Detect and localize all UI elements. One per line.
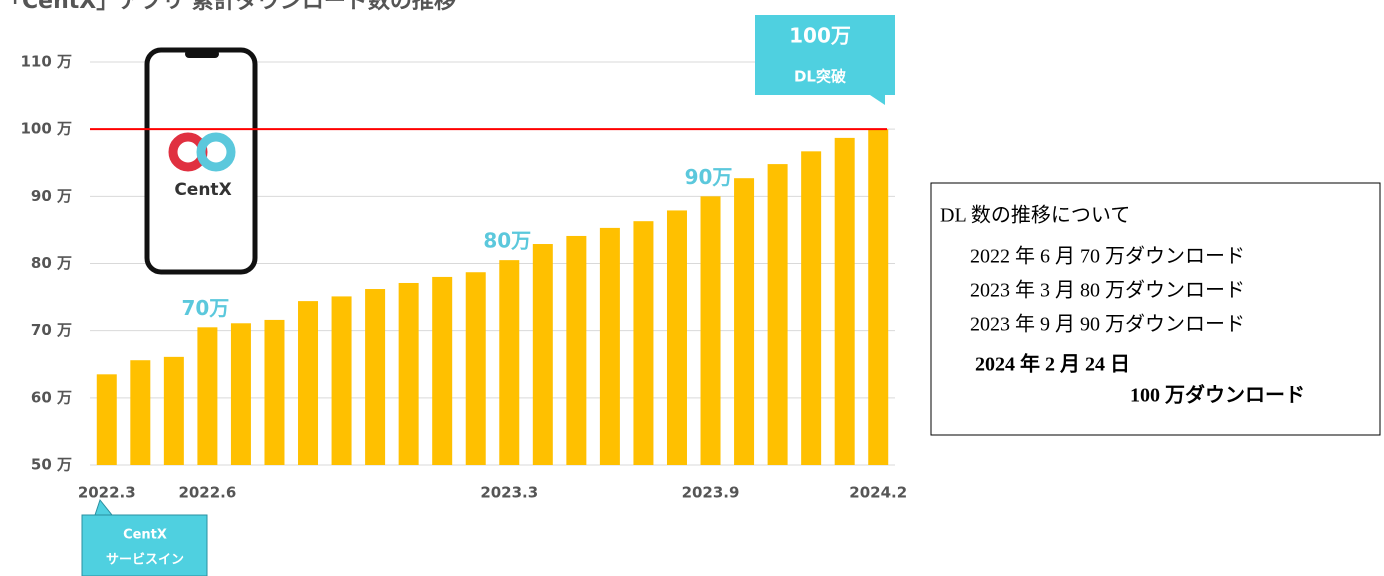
bar <box>466 272 486 465</box>
annotation: 80万 <box>483 229 531 253</box>
annotation: 90万 <box>685 165 733 189</box>
y-tick-label: 110 万 <box>20 53 72 71</box>
x-tick-label: 2024.2 <box>849 484 907 502</box>
bar <box>264 320 284 465</box>
bar <box>298 301 318 465</box>
callout-text: 100万 <box>789 24 851 48</box>
note-highlight: 100 万ダウンロード <box>1130 383 1305 407</box>
bar <box>667 210 687 465</box>
note-title: DL 数の推移について <box>940 204 1130 227</box>
note-line: 2022 年 6 月 70 万ダウンロード <box>970 245 1245 268</box>
annotation: 70万 <box>181 296 229 320</box>
chart: 「CentX」アプリ 累計ダウンロード数の推移 CentX DL 数の推移につい… <box>0 0 1384 576</box>
bar <box>499 260 519 465</box>
logo-text: CentX <box>174 180 231 200</box>
bar <box>600 228 620 465</box>
bar <box>835 138 855 465</box>
bar <box>97 374 117 465</box>
bar <box>332 296 352 465</box>
bar <box>566 236 586 465</box>
bar <box>868 129 888 465</box>
y-tick-label: 70 万 <box>31 321 72 339</box>
bar <box>130 360 150 465</box>
note-line: 2023 年 3 月 80 万ダウンロード <box>970 279 1245 302</box>
x-tick-label: 2023.3 <box>480 484 538 502</box>
bar <box>231 323 251 465</box>
x-tick-label: 2022.3 <box>78 484 136 502</box>
bar <box>197 327 217 465</box>
bar <box>399 283 419 465</box>
bar <box>533 244 553 465</box>
bar <box>801 151 821 465</box>
bar <box>701 196 721 465</box>
y-tick-label: 50 万 <box>31 456 72 474</box>
phone-illustration: CentX <box>147 50 255 272</box>
note-line: 2023 年 9 月 90 万ダウンロード <box>970 313 1245 336</box>
x-tick-label: 2022.6 <box>178 484 236 502</box>
callout-text: CentX <box>123 528 167 543</box>
callout-text: サービスイン <box>106 552 184 568</box>
bar <box>164 357 184 465</box>
chart-title: 「CentX」アプリ 累計ダウンロード数の推移 <box>0 0 456 14</box>
x-tick-label: 2023.9 <box>682 484 740 502</box>
callout-text: DL突破 <box>794 68 846 86</box>
bar <box>633 221 653 465</box>
bar <box>365 289 385 465</box>
y-tick-label: 60 万 <box>31 388 72 406</box>
y-tick-label: 80 万 <box>31 254 72 272</box>
bar <box>734 178 754 465</box>
y-tick-label: 100 万 <box>20 120 72 138</box>
bar <box>432 277 452 465</box>
bar <box>768 164 788 465</box>
y-tick-label: 90 万 <box>31 187 72 205</box>
note-highlight: 2024 年 2 月 24 日 <box>975 352 1130 376</box>
